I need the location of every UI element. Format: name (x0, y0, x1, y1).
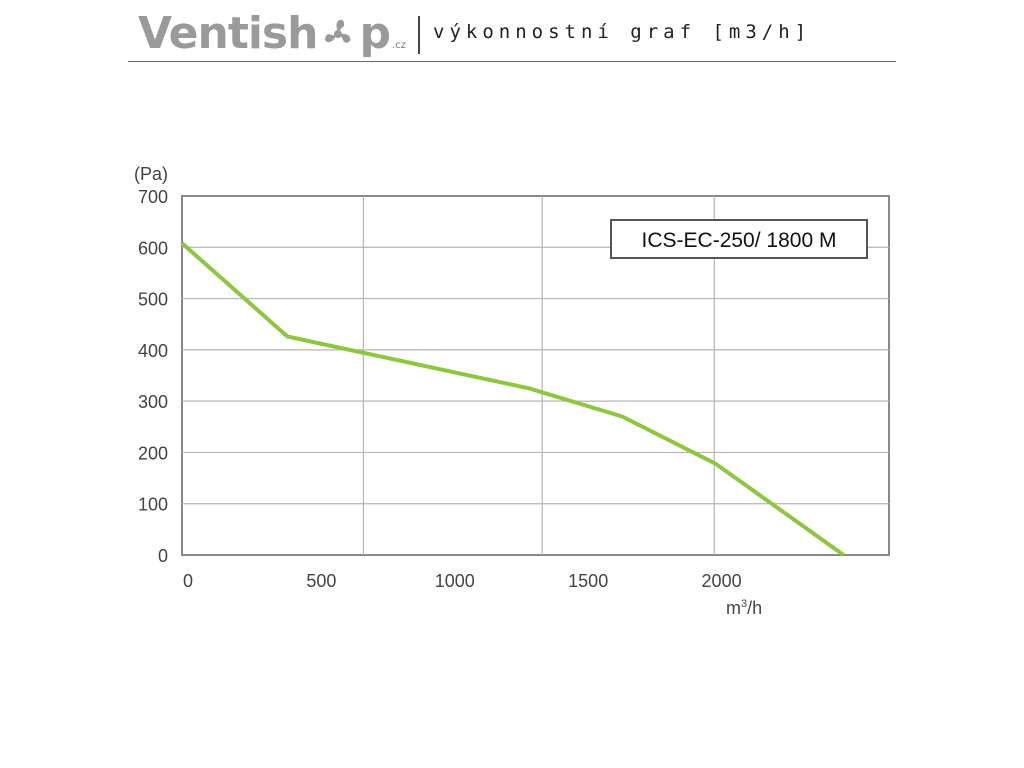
x-axis: 0 500 1000 1500 2000 (183, 571, 742, 591)
brand-end: p (359, 8, 390, 59)
brand-tld: .cz (391, 40, 406, 51)
x-tick-label: 1000 (435, 571, 475, 591)
x-axis-label: m3/h (726, 598, 762, 618)
legend-box: ICS-EC-250/ 1800 M (610, 219, 868, 259)
legend-label: ICS-EC-250/ 1800 M (642, 229, 837, 252)
series-points (181, 243, 844, 556)
y-tick-label: 100 (138, 495, 168, 515)
y-tick-label: 500 (138, 290, 168, 310)
brand-main: Ventish (138, 8, 318, 59)
y-tick-label: 0 (158, 546, 168, 566)
y-axis: 0 100 200 300 400 500 600 700 (138, 187, 168, 566)
y-axis-label: (Pa) (134, 164, 168, 184)
y-tick-label: 700 (138, 187, 168, 207)
x-tick-label: 0 (183, 571, 193, 591)
x-tick-label: 500 (306, 571, 336, 591)
y-tick-label: 200 (138, 443, 168, 463)
x-tick-label: 2000 (702, 571, 742, 591)
y-tick-label: 600 (138, 238, 168, 258)
y-tick-label: 400 (138, 341, 168, 361)
y-tick-label: 300 (138, 392, 168, 412)
brand-logo: Ventish p .cz (138, 8, 406, 60)
x-tick-label: 1500 (568, 571, 608, 591)
header-divider (418, 16, 420, 54)
header: Ventish p .cz výkonnostní graf [m3/h] (128, 6, 896, 62)
fan-icon (325, 19, 351, 43)
page-subtitle: výkonnostní graf [m3/h] (433, 21, 812, 43)
series-line (180, 241, 845, 557)
